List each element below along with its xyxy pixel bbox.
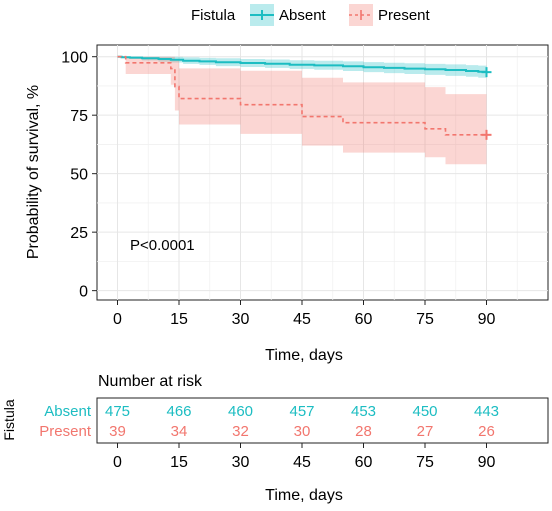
risk-cell-present: 32	[232, 423, 249, 440]
y-tick-label: 100	[61, 50, 88, 67]
risk-cell-present: 27	[417, 423, 434, 440]
risk-table-x-label: Time, days	[265, 487, 343, 504]
y-tick-label: 50	[70, 167, 88, 184]
y-tick-label: 25	[70, 225, 88, 242]
survival-curve-absent	[117, 55, 488, 73]
y-tick-label: 0	[79, 284, 88, 301]
x-axis-ticks: 0 15 30 45 60 75 90	[113, 300, 496, 328]
risk-table-y-label: Fistula	[1, 399, 17, 440]
x-tick-label: 15	[170, 311, 188, 328]
y-tick-label: 75	[70, 108, 88, 125]
risk-x-tick-label: 75	[416, 454, 434, 471]
x-tick-label: 0	[113, 311, 122, 328]
risk-cell-present: 30	[294, 423, 311, 440]
survival-curves	[117, 55, 492, 140]
risk-x-tick-label: 30	[232, 454, 250, 471]
risk-table-rows: Absent 475 466 460 457 453 450 443 Present 39 34 32…	[39, 403, 499, 440]
risk-row-label-present: Present	[39, 423, 92, 440]
risk-x-tick-label: 0	[113, 454, 122, 471]
p-value-annotation: P<0.0001	[130, 237, 195, 254]
risk-table-panel	[96, 397, 549, 444]
survival-curve-present	[117, 55, 487, 136]
risk-x-tick-label: 15	[170, 454, 188, 471]
risk-table-title: Number at risk	[98, 373, 203, 390]
risk-cell-absent: 453	[351, 403, 376, 420]
plot-panel	[96, 44, 549, 301]
risk-cell-absent: 466	[166, 403, 191, 420]
risk-cell-present: 34	[171, 423, 188, 440]
risk-row-label-absent: Absent	[44, 403, 92, 420]
legend-title: Fistula	[191, 7, 236, 24]
risk-cell-present: 28	[355, 423, 372, 440]
risk-cell-absent: 450	[412, 403, 437, 420]
risk-x-tick-label: 90	[478, 454, 496, 471]
risk-cell-absent: 475	[105, 403, 130, 420]
y-axis-label: Probability of survival, %	[25, 85, 42, 259]
x-tick-label: 60	[355, 311, 373, 328]
x-tick-label: 75	[416, 311, 434, 328]
x-axis-label: Time, days	[265, 347, 343, 364]
y-axis-ticks: 0 25 50 75 100	[61, 50, 97, 301]
risk-table-x-ticks: 0 15 30 45 60 75 90	[113, 443, 496, 471]
risk-cell-present: 39	[109, 423, 126, 440]
x-tick-label: 30	[232, 311, 250, 328]
legend: Fistula Absent Present	[191, 4, 431, 26]
risk-cell-absent: 457	[289, 403, 314, 420]
risk-cell-present: 26	[478, 423, 495, 440]
risk-cell-absent: 460	[228, 403, 253, 420]
x-tick-label: 90	[478, 311, 496, 328]
x-tick-label: 45	[293, 311, 311, 328]
legend-label-present: Present	[378, 7, 431, 24]
risk-cell-absent: 443	[474, 403, 499, 420]
risk-x-tick-label: 60	[355, 454, 373, 471]
plot-grid	[97, 45, 548, 300]
legend-label-absent: Absent	[279, 7, 327, 24]
risk-x-tick-label: 45	[293, 454, 311, 471]
